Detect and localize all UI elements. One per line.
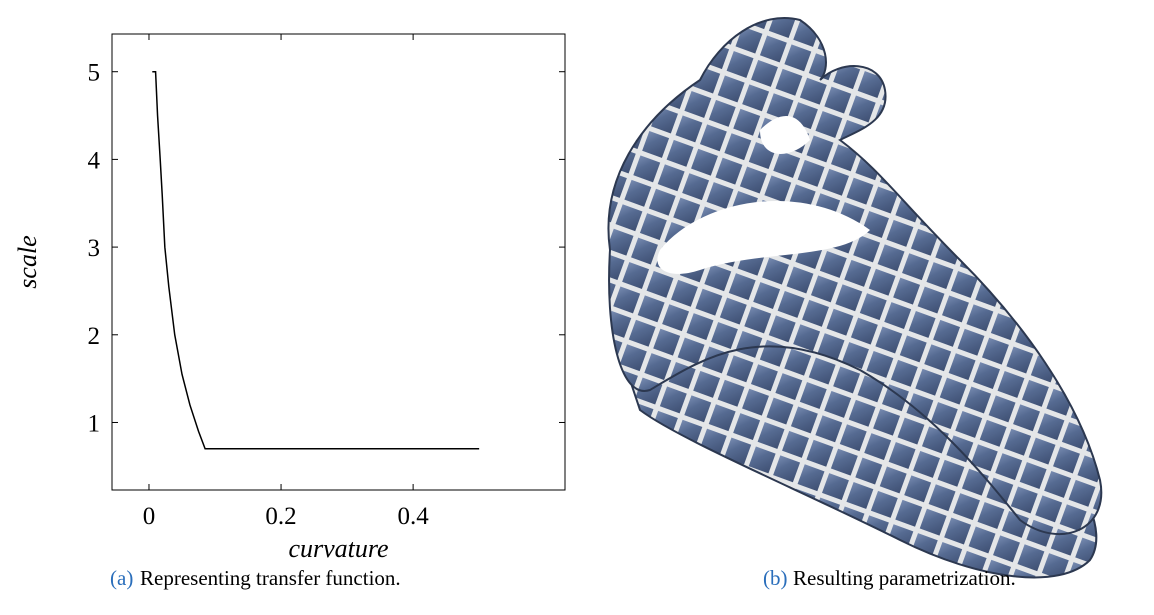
y-tick-label: 3 [88, 235, 101, 262]
y-tick-label: 1 [88, 410, 101, 437]
x-tick-label: 0 [143, 503, 156, 530]
caption-a: (a) Representing transfer function. [110, 566, 401, 590]
plot-frame [112, 34, 565, 490]
y-axis-label: scale [13, 235, 42, 288]
x-tick-label: 0.4 [397, 503, 429, 530]
caption-text: Representing transfer function. [140, 566, 401, 590]
caption-label: (a) [110, 566, 133, 590]
y-tick-label: 5 [88, 60, 101, 87]
y-tick-label: 4 [88, 147, 101, 174]
figure: 0 0.2 0.4 1 2 3 4 5 curvature scale (a) Represent… [0, 0, 1154, 610]
x-axis-label: curvature [288, 534, 388, 563]
caption-b: (b) Resulting parametrization. [763, 566, 1016, 590]
x-tick-label: 0.2 [265, 503, 296, 530]
plot: 0 0.2 0.4 1 2 3 4 5 curvature scale [13, 34, 565, 563]
caption-label: (b) [763, 566, 788, 590]
page: {"chart_data": {"type": "line", "x_label… [0, 0, 1154, 610]
caption-text: Resulting parametrization. [793, 566, 1016, 590]
y-tick-label: 2 [88, 323, 101, 350]
render-image [608, 18, 1101, 577]
data-line [152, 72, 479, 449]
